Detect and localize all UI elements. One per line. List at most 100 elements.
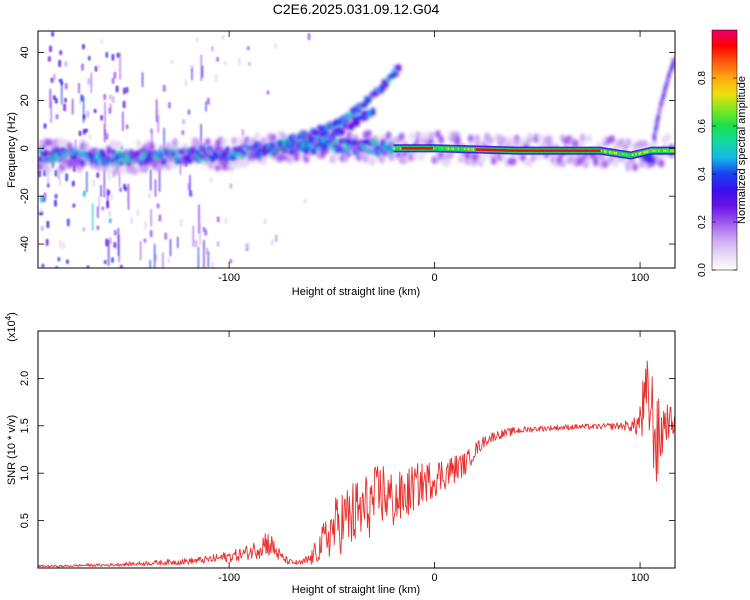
spectrogram-cell [529, 149, 533, 152]
spectrogram-cell [65, 259, 69, 265]
spectrogram-cell [171, 139, 178, 148]
spectrogram-cell [469, 148, 472, 151]
spectrogram-cell [241, 128, 245, 136]
spectrogram-cell [57, 174, 61, 180]
spectrogram-cell [246, 46, 250, 51]
spectrogram-cell [618, 152, 621, 155]
spectrogram-y-axis-label: Frequency (Hz) [6, 112, 18, 188]
spectrogram-cell [206, 97, 210, 105]
spectrogram-x-tick-label: 0 [432, 272, 438, 284]
spectrogram-cell [120, 201, 124, 209]
spectrogram-cell [43, 123, 47, 129]
spectrogram-cell [103, 123, 106, 143]
spectrogram-cell [74, 139, 77, 150]
spectrogram-cell [90, 72, 93, 94]
spectrogram-cell [426, 147, 429, 150]
spectrogram-cell [434, 147, 437, 150]
spectrogram-cell [523, 149, 526, 152]
spectrogram-cell [101, 206, 105, 211]
spectrogram-cell [464, 157, 471, 166]
spectrogram-cell [396, 147, 399, 150]
spectrogram-cell [155, 158, 161, 164]
spectrogram-cell [54, 97, 58, 104]
spectrogram-cell [216, 241, 220, 247]
spectrogram-cell [87, 55, 91, 61]
spectrogram-cell [500, 152, 507, 161]
spectrogram-cell [62, 159, 68, 165]
spectrogram-cell [185, 154, 191, 160]
spectrogram-cell [123, 202, 127, 208]
spectrogram-cell [395, 147, 398, 150]
spectrogram-cell [188, 174, 191, 197]
spectrogram-cell [144, 221, 148, 230]
spectrogram-cell [467, 134, 474, 143]
spectrogram-cell [164, 232, 168, 240]
spectrogram-cell [421, 131, 428, 140]
spectrogram-cell [224, 146, 230, 152]
snr-y-tick-label: 2.0 [19, 371, 31, 386]
spectrogram-cell [108, 107, 112, 114]
spectrogram-cell [644, 150, 648, 154]
spectrogram-cell [369, 155, 376, 164]
spectrogram-cell [156, 203, 160, 209]
spectrogram-cell [609, 135, 616, 144]
spectrogram-cell [656, 116, 660, 122]
spectrogram-cell [207, 123, 211, 132]
spectrogram-cell [418, 147, 421, 150]
spectrogram-cell [575, 149, 579, 152]
spectrogram-cell [71, 98, 74, 115]
spectrogram-cell [43, 192, 47, 201]
snr-x-ticks: -100 0 100 [218, 331, 649, 584]
colorbar-frame [711, 29, 738, 271]
spectrogram-cell [477, 148, 480, 151]
spectrogram-cell [385, 131, 392, 140]
spectrogram-cell [546, 135, 553, 144]
spectrogram-cell [153, 243, 156, 268]
spectrogram-cell [237, 145, 243, 151]
snr-panel: -100 0 100 0.5 1.0 1.5 2.0 Height of straight… [4, 312, 676, 596]
spectrogram-cell [526, 149, 529, 152]
spectrogram-cell [39, 195, 43, 203]
spectrogram-cell [393, 147, 396, 150]
spectrogram-cell [64, 97, 68, 103]
spectrogram-cell [521, 149, 524, 152]
spectrogram-cell [54, 147, 60, 153]
spectrogram-cell [620, 152, 623, 156]
spectrogram-cell [533, 149, 536, 152]
spectrogram-cell [260, 136, 267, 145]
spectrogram-y-tick-label: -40 [19, 236, 31, 252]
spectrogram-cell [81, 43, 85, 50]
spectrogram-cell [428, 147, 431, 150]
spectrogram-cell [339, 128, 345, 134]
spectrogram-cell [103, 259, 107, 265]
spectrogram-cell [579, 133, 586, 142]
spectrogram-cell [307, 33, 311, 41]
spectrogram-cell [263, 70, 267, 75]
spectrogram-cell [561, 149, 564, 152]
spectrogram-cell [82, 190, 86, 197]
spectrogram-cell [86, 265, 90, 268]
spectrogram-cell [612, 160, 619, 169]
spectrogram-cell [205, 54, 209, 60]
spectrogram-cell [104, 80, 108, 88]
spectrogram-cell [127, 183, 130, 211]
spectrogram-cell [659, 149, 662, 152]
spectrogram-cell [531, 149, 534, 152]
spectrogram-cell [500, 149, 503, 152]
spectrogram-cell [211, 262, 215, 268]
spectrogram-cell [350, 145, 356, 151]
spectrogram-cell [597, 149, 600, 152]
spectrogram-cell [666, 149, 669, 152]
spectrogram-cell [72, 66, 76, 74]
spectrogram-cell [274, 234, 278, 243]
spectrogram-stripe [393, 144, 675, 160]
spectrogram-cell [332, 153, 339, 162]
spectrogram-cell [503, 149, 506, 152]
spectrogram-cell [615, 152, 618, 155]
spectrogram-cell [130, 216, 134, 224]
spectrogram-cell [608, 151, 612, 154]
spectrogram-y-tick-label: 20 [19, 94, 31, 106]
spectrogram-cell [472, 148, 475, 151]
spectrogram-cell [111, 53, 115, 61]
spectrogram-cell [198, 109, 202, 116]
